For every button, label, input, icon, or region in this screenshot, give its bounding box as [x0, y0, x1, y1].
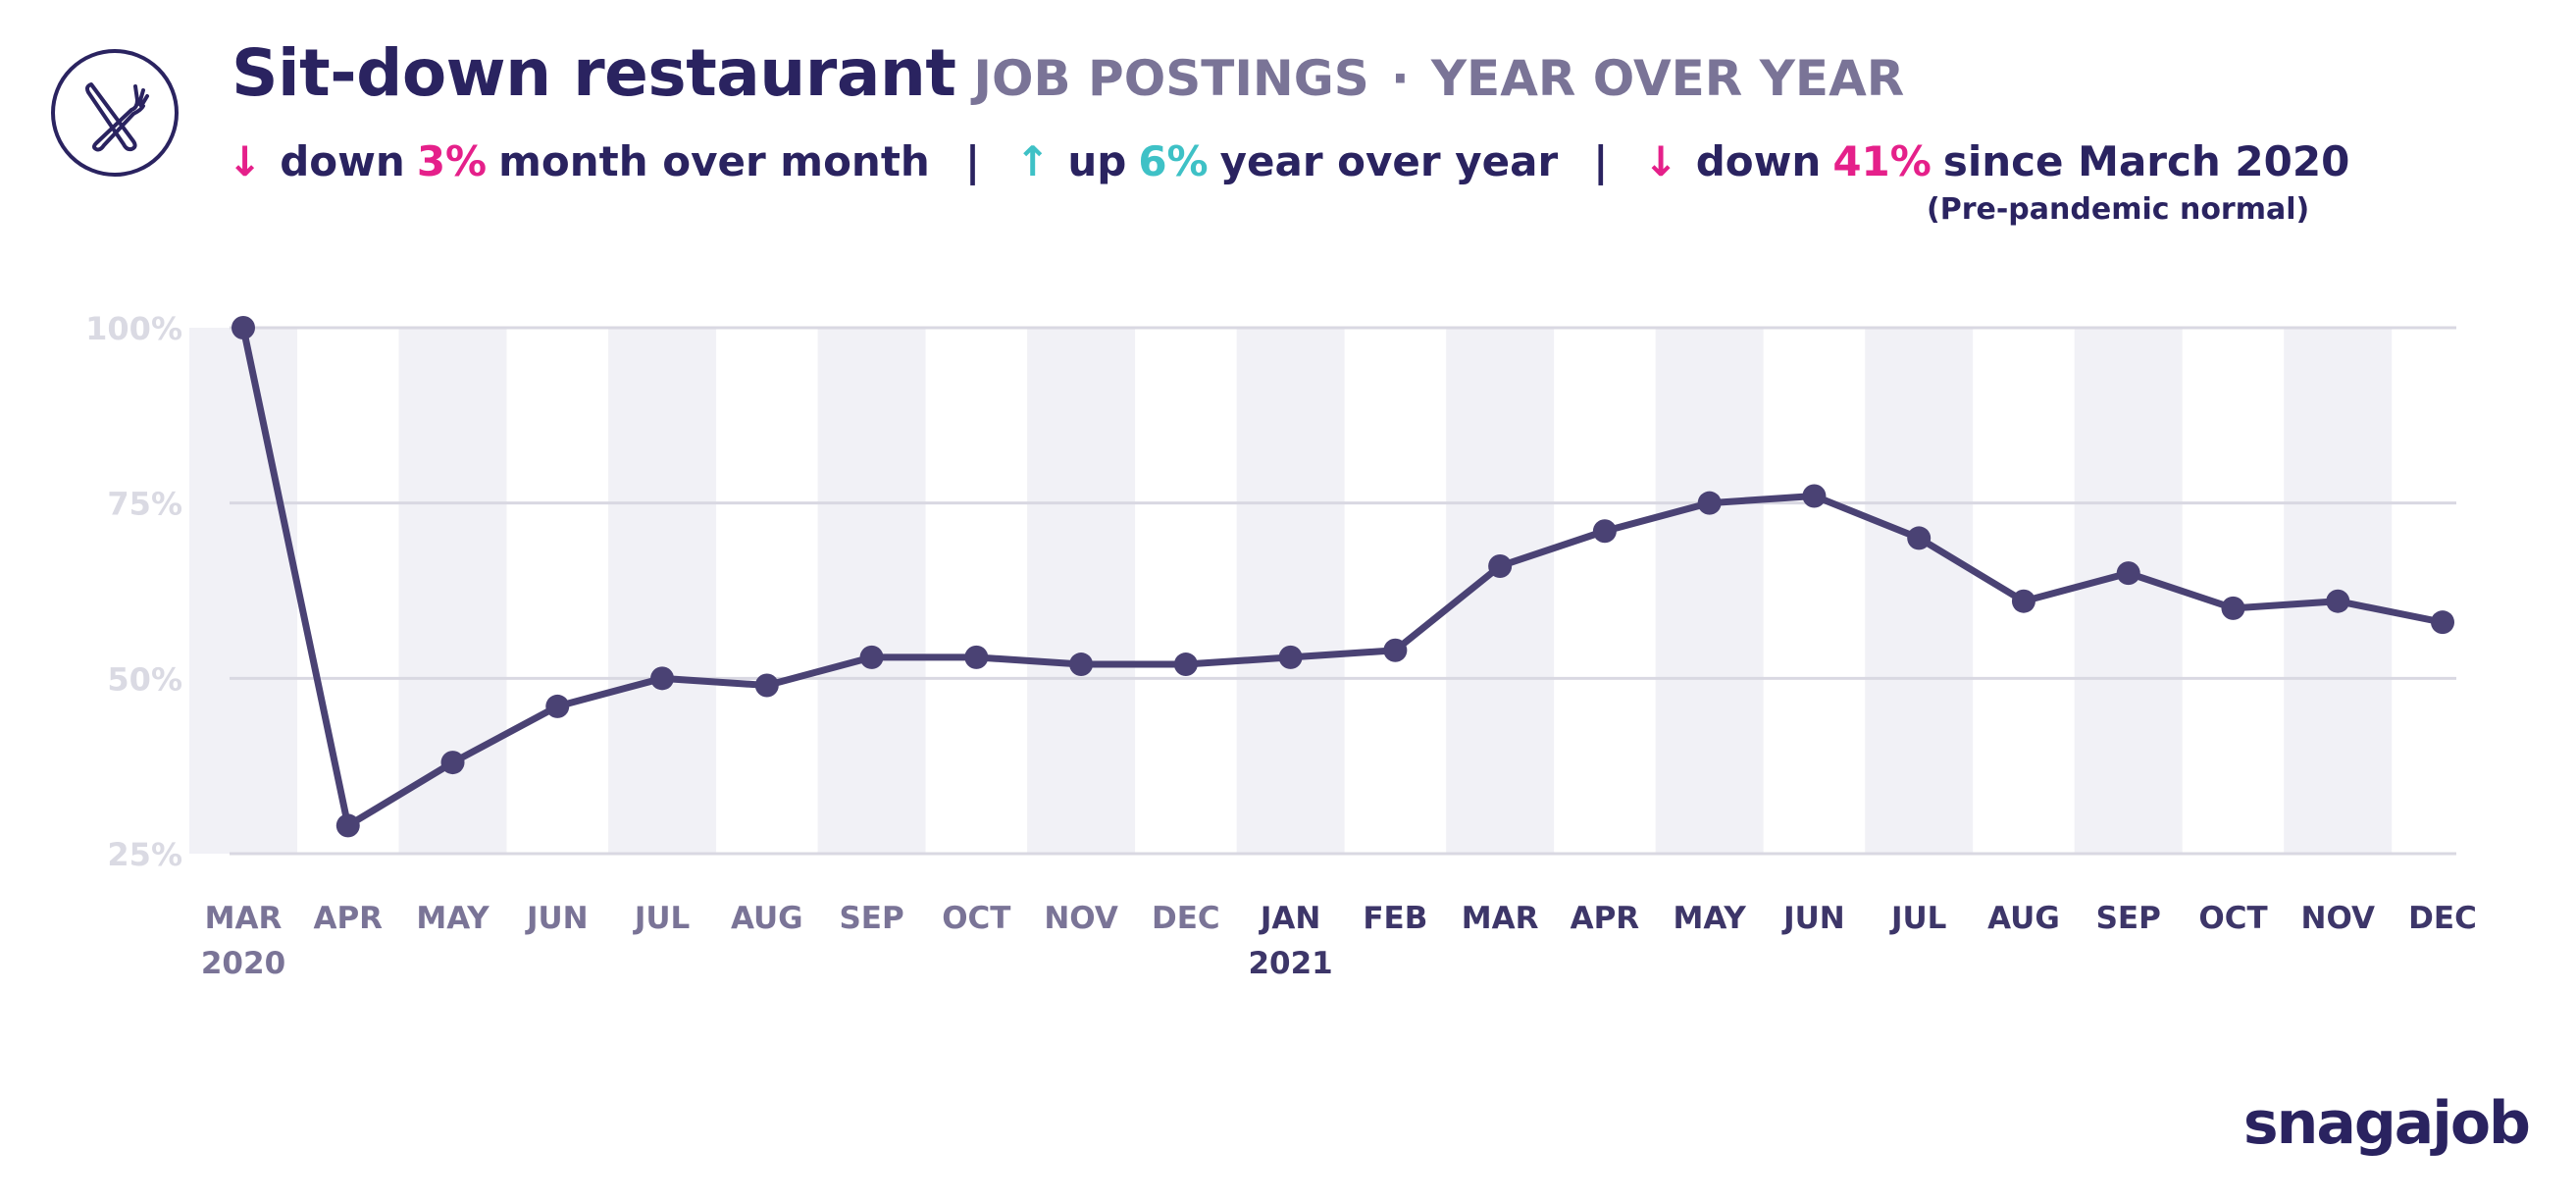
x-tick-label: JUN — [525, 901, 589, 936]
stat-since-text: since March 2020 — [1942, 137, 2350, 185]
stat-mom-text: month over month — [498, 137, 930, 185]
data-point — [232, 316, 255, 339]
data-point — [1069, 653, 1094, 677]
stat-mom-pct: 3% — [416, 137, 488, 185]
x-tick-label: NOV — [1044, 901, 1117, 936]
y-tick-label: 100% — [85, 310, 182, 347]
column-band — [1446, 328, 1555, 854]
data-point — [1278, 645, 1303, 669]
x-tick-label: APR — [313, 901, 383, 936]
x-year-label: 2021 — [1248, 946, 1332, 981]
title-sub-year-over-year: YEAR OVER YEAR — [1430, 50, 1905, 107]
stat-mom-word: down — [280, 137, 405, 185]
data-point — [1383, 638, 1408, 662]
series-line — [239, 324, 2447, 829]
stat-yoy-pct: 6% — [1138, 137, 1209, 185]
data-point — [1173, 653, 1198, 677]
snagajob-logo: snagajob — [2242, 1089, 2531, 1158]
column-band — [1655, 328, 1764, 854]
fork-knife-icon — [51, 49, 179, 177]
x-tick-label: MAR — [205, 901, 283, 936]
x-tick-label: AUG — [731, 901, 803, 936]
x-tick-label: JUN — [1781, 901, 1845, 936]
column-band — [608, 328, 717, 854]
title-main: Sit-down restaurant — [232, 35, 956, 111]
x-tick-label: MAY — [1674, 901, 1747, 936]
data-point — [650, 666, 675, 691]
stats-line: ↓ down 3% month over month | ↑ up 6% yea… — [228, 137, 2349, 202]
title-sub-job-postings: JOB POSTINGS — [973, 50, 1369, 107]
x-tick-label: APR — [1571, 901, 1640, 936]
column-band — [1027, 328, 1136, 854]
data-point — [335, 813, 360, 838]
x-tick-label: SEP — [839, 901, 903, 936]
data-point — [1592, 519, 1617, 544]
down-arrow-icon: ↓ — [228, 137, 263, 185]
stat-yoy-word: up — [1067, 137, 1127, 185]
x-tick-label: OCT — [2198, 901, 2267, 936]
data-point — [754, 673, 779, 698]
data-point — [1488, 553, 1513, 578]
data-point — [1802, 484, 1827, 508]
y-tick-label: 75% — [107, 486, 182, 523]
data-point — [2011, 589, 2035, 613]
y-tick-label: 25% — [107, 836, 182, 873]
data-point — [2116, 561, 2140, 586]
stat-since-pct: 41% — [1832, 137, 1932, 185]
data-point — [545, 694, 570, 718]
x-tick-label: DEC — [1152, 901, 1220, 936]
data-point — [859, 645, 884, 669]
stat-since-word: down — [1695, 137, 1822, 185]
data-point — [2431, 610, 2454, 635]
data-point — [2326, 589, 2350, 613]
column-band — [2074, 328, 2183, 854]
x-tick-label: SEP — [2096, 901, 2161, 936]
column-band — [398, 328, 507, 854]
pre-pandemic-note: (Pre-pandemic normal) — [1927, 192, 2310, 227]
data-point — [964, 645, 989, 669]
x-tick-label: FEB — [1363, 901, 1427, 936]
y-tick-label: 50% — [107, 660, 182, 698]
stat-yoy-text: year over year — [1219, 137, 1559, 185]
data-point — [2221, 596, 2245, 620]
x-tick-label: OCT — [942, 901, 1010, 936]
x-year-label: 2020 — [201, 946, 285, 981]
data-point — [1907, 526, 1932, 550]
up-arrow-icon: ↑ — [1015, 137, 1051, 185]
chart-title: Sit-down restaurant JOB POSTINGS · YEAR … — [232, 35, 1904, 124]
column-band — [817, 328, 926, 854]
x-tick-label: DEC — [2408, 901, 2477, 936]
x-tick-label: MAY — [416, 901, 489, 936]
data-point — [440, 751, 465, 775]
column-band — [1865, 328, 1974, 854]
stat-separator: | — [964, 137, 981, 185]
x-tick-label: JUL — [633, 901, 690, 936]
x-tick-label: JAN — [1259, 901, 1320, 936]
x-tick-label: MAR — [1462, 901, 1539, 936]
column-band — [189, 328, 297, 854]
x-tick-label: JUL — [1889, 901, 1946, 936]
title-separator: · — [1390, 50, 1410, 107]
column-band — [1236, 328, 1345, 854]
x-tick-label: AUG — [1987, 901, 2060, 936]
down-arrow-icon: ↓ — [1643, 137, 1678, 185]
x-tick-label: NOV — [2301, 901, 2375, 936]
data-point — [1697, 491, 1722, 515]
stat-separator: | — [1593, 137, 1609, 185]
